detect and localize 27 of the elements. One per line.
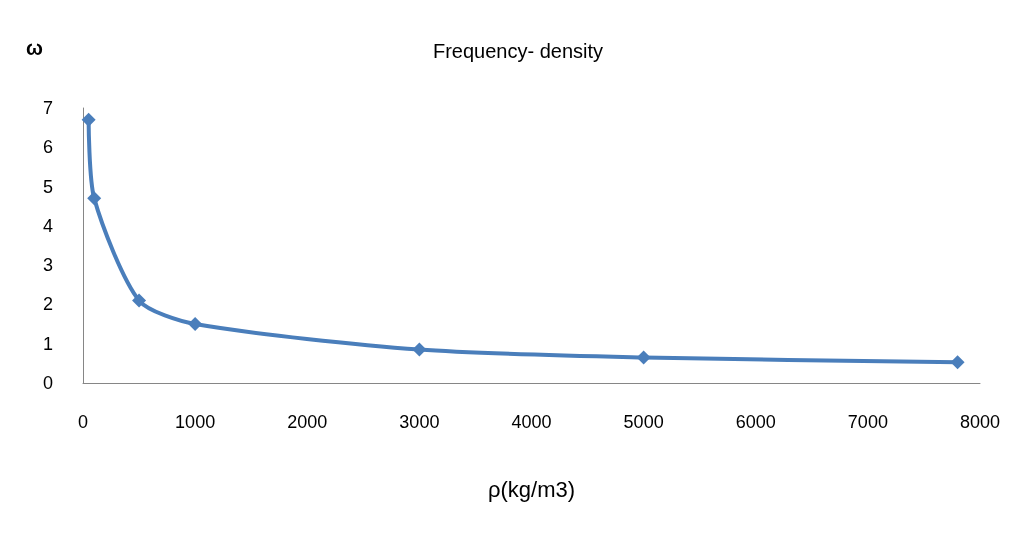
point (412, 342, 427, 357)
point (950, 355, 965, 370)
point (188, 317, 203, 332)
y-tick-label: 4 (42, 215, 53, 236)
x-tick-label: 8000 (959, 412, 1001, 432)
y-tick-label: 3 (42, 255, 53, 276)
y-tick-label: 2 (42, 294, 53, 315)
point (636, 350, 651, 365)
x-tick-label: 6000 (735, 412, 776, 432)
point (81, 112, 96, 127)
chart-title: Frequency- density (432, 40, 604, 62)
y-tick-label: 6 (42, 137, 53, 158)
x-tick-label: 0 (77, 412, 89, 432)
x-tick-label: 4000 (511, 412, 552, 432)
x-tick-label: 5000 (623, 412, 664, 432)
y-tick-label: 5 (42, 176, 53, 197)
point (87, 191, 102, 206)
x-axis-title: ρ(kg/m3) (487, 476, 576, 502)
point (132, 293, 147, 308)
x-tick-label: 1000 (175, 412, 216, 432)
x-tick-label: 7000 (847, 412, 888, 432)
x-tick-label: 3000 (399, 412, 440, 432)
y-axis-title: ω (26, 37, 44, 59)
y-tick-label: 7 (42, 98, 53, 118)
y-tick-label: 1 (42, 333, 53, 354)
y-tick-label: 0 (42, 373, 53, 393)
x-tick-label: 2000 (287, 412, 328, 432)
